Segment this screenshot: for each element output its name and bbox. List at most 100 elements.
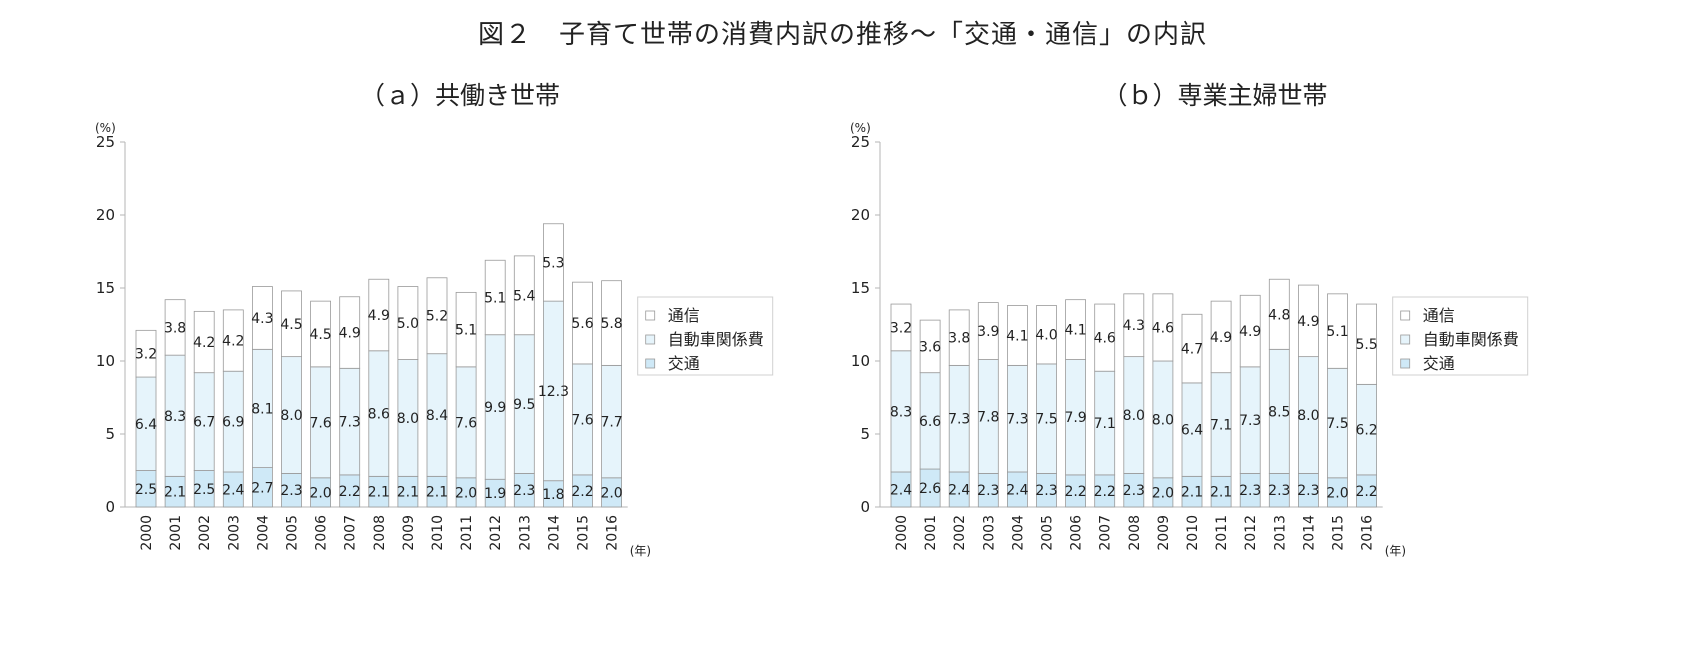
chart-a-data-label: 5.0 — [397, 316, 419, 332]
chart-b-xtick-label: 2010 — [1185, 515, 1201, 551]
chart-a-xtick-label: 2012 — [488, 515, 504, 551]
chart-b-data-label: 2.3 — [1035, 483, 1057, 499]
chart-b-xtick-label: 2009 — [1156, 515, 1172, 551]
chart-b-data-label: 3.6 — [919, 339, 941, 355]
chart-b-xtick-label: 2006 — [1069, 515, 1085, 551]
chart-a-data-label: 2.1 — [368, 485, 390, 501]
chart-a-xtick-label: 2016 — [605, 515, 621, 551]
chart-b-data-label: 8.5 — [1268, 404, 1290, 420]
chart-a-data-label: 5.6 — [571, 316, 593, 332]
chart-a-data-label: 6.9 — [222, 415, 244, 431]
chart-a-data-label: 7.6 — [455, 415, 477, 431]
chart-a-x-unit: (年) — [630, 544, 651, 558]
chart-a-data-label: 2.1 — [426, 485, 448, 501]
chart-b-y-unit: (%) — [850, 121, 871, 135]
chart-b-data-label: 2.2 — [1094, 484, 1116, 500]
chart-b-xtick-label: 2001 — [923, 515, 939, 551]
chart-a-bar-segment — [251, 286, 273, 350]
chart-b-data-label: 2.3 — [1268, 483, 1290, 499]
chart-a-data-label: 7.3 — [339, 415, 361, 431]
chart-a-data-label: 4.2 — [193, 335, 215, 351]
chart-a-xtick-label: 2014 — [546, 515, 562, 551]
chart-b-data-label: 4.6 — [1094, 331, 1116, 347]
chart-a-ytick-label: 25 — [96, 133, 115, 151]
chart-b-bar-segment — [977, 302, 999, 360]
chart-b-bar-segment — [1123, 293, 1145, 358]
chart-a-data-label: 4.5 — [309, 327, 331, 343]
chart-b-xtick-label: 2011 — [1214, 515, 1230, 551]
chart-a-bar-segment — [455, 291, 477, 368]
chart-a-legend-label: 通信 — [668, 306, 700, 325]
chart-b-title: （ｂ）専業主婦世帯 — [1102, 81, 1328, 110]
chart-a-data-label: 4.2 — [222, 334, 244, 350]
chart-a-xtick-label: 2002 — [197, 515, 213, 551]
chart-b-bar-segment — [1181, 313, 1203, 384]
chart-a-data-label: 5.1 — [484, 290, 506, 306]
chart-a-ytick-label: 10 — [96, 352, 115, 370]
chart-b-xtick-label: 2007 — [1098, 515, 1114, 551]
chart-b-xtick-label: 2002 — [952, 515, 968, 551]
chart-b-bar-segment — [1356, 303, 1378, 385]
chart-a-xtick-label: 2005 — [285, 515, 301, 551]
chart-a-bar-segment — [426, 277, 448, 355]
chart-a-data-label: 4.3 — [251, 311, 273, 327]
chart-a-xtick-label: 2006 — [314, 515, 330, 551]
chart-b-data-label: 2.4 — [890, 482, 912, 498]
chart-b-bar-segment — [1152, 293, 1174, 362]
chart-a-data-label: 2.1 — [164, 485, 186, 501]
chart-a-data-label: 1.8 — [542, 487, 564, 503]
chart-b-bar-segment — [1094, 303, 1116, 372]
chart-a-data-label: 7.6 — [309, 415, 331, 431]
chart-b-xtick-label: 2015 — [1331, 515, 1347, 551]
chart-b-bar-segment — [890, 303, 912, 352]
chart-b-xtick-label: 2014 — [1301, 515, 1317, 551]
chart-a-xtick-label: 2000 — [139, 515, 155, 551]
chart-b-bar-segment — [1210, 300, 1232, 374]
chart-b-bar-segment — [1239, 294, 1261, 368]
chart-a-y-unit: (%) — [95, 121, 116, 135]
chart-a-data-label: 6.4 — [135, 417, 157, 433]
chart-a-xtick-label: 2007 — [343, 515, 359, 551]
chart-b-data-label: 2.0 — [1326, 485, 1348, 501]
chart-b-bar-segment — [948, 309, 970, 366]
chart-a-ytick-label: 15 — [96, 279, 115, 297]
chart-b-data-label: 7.5 — [1035, 412, 1057, 428]
chart-b-ytick-label: 5 — [860, 425, 870, 443]
chart-a-ytick-label: 5 — [105, 425, 115, 443]
chart-b-xtick-label: 2005 — [1040, 515, 1056, 551]
chart-b-data-label: 4.1 — [1006, 328, 1028, 344]
chart-a-legend-label: 交通 — [668, 354, 700, 373]
chart-a-bar-segment — [222, 309, 244, 372]
chart-a-xtick-label: 2003 — [226, 515, 242, 551]
chart-b-data-label: 3.2 — [890, 320, 912, 336]
chart-a-legend — [637, 296, 774, 376]
chart-b-data-label: 8.0 — [1297, 408, 1319, 424]
chart-b-data-label: 7.5 — [1326, 416, 1348, 432]
chart-a-data-label: 2.3 — [280, 483, 302, 499]
chart-b-data-label: 4.7 — [1181, 342, 1203, 358]
chart-a-data-label: 8.0 — [280, 408, 302, 424]
chart-a-data-label: 4.9 — [368, 308, 390, 324]
chart-b-data-label: 4.6 — [1152, 320, 1174, 336]
chart-a-bar-segment — [368, 278, 390, 352]
chart-a-legend-swatch — [645, 334, 656, 345]
chart-b-data-label: 2.1 — [1181, 485, 1203, 501]
chart-a-data-label: 2.0 — [455, 485, 477, 501]
chart-b-ytick-label: 10 — [851, 352, 870, 370]
chart-b-data-label: 4.9 — [1239, 324, 1261, 340]
chart-a-data-label: 8.0 — [397, 411, 419, 427]
chart-b-data-label: 2.2 — [1064, 484, 1086, 500]
chart-b-data-label: 8.3 — [890, 404, 912, 420]
chart-a-xtick-label: 2004 — [255, 515, 271, 551]
chart-a-data-label: 12.3 — [538, 384, 569, 400]
chart-a-data-label: 5.4 — [513, 288, 535, 304]
chart-a-bar-segment — [339, 296, 361, 369]
chart-a-data-label: 7.6 — [571, 412, 593, 428]
chart-b-xtick-label: 2008 — [1127, 515, 1143, 551]
chart-a-data-label: 9.5 — [513, 397, 535, 413]
chart-b-xtick-label: 2016 — [1360, 515, 1376, 551]
chart-a-bar-segment — [281, 290, 302, 358]
chart-b-data-label: 7.8 — [977, 409, 999, 425]
chart-a-data-label: 8.6 — [368, 407, 390, 423]
